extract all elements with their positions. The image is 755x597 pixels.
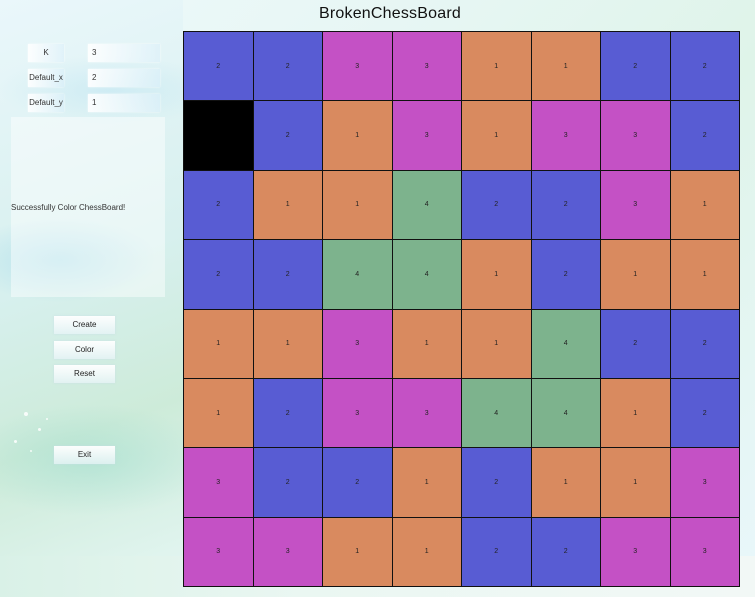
board-cell[interactable]: 4 [531,378,601,449]
decorative-dot [30,450,32,452]
decorative-dot [38,428,41,431]
board-cell[interactable]: 3 [184,448,254,518]
decorative-dot [14,440,17,443]
board-cell[interactable]: 2 [462,448,532,518]
board-cell[interactable]: 1 [323,170,393,241]
board-cell[interactable]: 2 [670,378,740,449]
board-cell[interactable]: 2 [253,101,323,171]
board-cell[interactable]: 1 [392,309,462,379]
board-cell[interactable]: 2 [601,309,671,379]
board-cell[interactable]: 3 [184,517,254,587]
board-cell[interactable]: 2 [670,309,740,379]
board-cell[interactable]: 1 [462,240,532,310]
k-input[interactable]: 3 [88,44,160,62]
board-cell[interactable]: 1 [253,309,323,379]
board-cell[interactable]: 3 [392,378,462,449]
board-cell[interactable]: 2 [253,240,323,310]
board-cell[interactable]: 4 [392,240,462,310]
board-cell[interactable]: 2 [184,240,254,310]
board-cell[interactable]: 3 [323,378,393,449]
board-cell[interactable]: 2 [531,240,601,310]
background-artwork [0,0,183,597]
board-cell[interactable]: 2 [531,170,601,241]
board-cell[interactable]: 3 [670,517,740,587]
board-cell[interactable]: 2 [184,32,254,102]
default-x-label: Default_x [28,69,64,87]
board-cell[interactable]: 3 [601,170,671,241]
board-cell[interactable]: 2 [253,32,323,102]
board-cell[interactable]: 1 [462,309,532,379]
default-y-input[interactable]: 1 [88,94,160,112]
board-cell[interactable]: 2 [462,517,532,587]
decorative-dot [46,418,48,420]
board-cell[interactable]: 2 [184,170,254,241]
board-cell[interactable]: 3 [323,309,393,379]
board-cell[interactable]: 4 [323,240,393,310]
board-cell[interactable]: 3 [392,32,462,102]
create-button[interactable]: Create [54,316,115,334]
board-cell[interactable]: 1 [462,32,532,102]
board-cell[interactable]: 1 [531,32,601,102]
board-cell[interactable]: 2 [323,448,393,518]
board-cell[interactable]: 1 [601,448,671,518]
color-button[interactable]: Color [54,341,115,359]
board-cell[interactable]: 3 [253,517,323,587]
board-cell[interactable]: 3 [601,517,671,587]
decorative-dot [24,412,28,416]
board-cell[interactable]: 3 [531,101,601,171]
board-cell[interactable]: 2 [462,170,532,241]
exit-button[interactable]: Exit [54,446,115,464]
board-cell[interactable]: 2 [253,448,323,518]
board-cell[interactable]: 1 [184,378,254,449]
board-cell[interactable]: 4 [462,378,532,449]
status-message: Successfully Color ChessBoard! [11,202,126,212]
board-cell[interactable]: 2 [253,378,323,449]
board-cell[interactable]: 1 [323,517,393,587]
board-cell[interactable]: 2 [531,517,601,587]
board-cell[interactable]: 1 [601,240,671,310]
board-cell[interactable]: 1 [253,170,323,241]
board-cell[interactable]: 1 [184,309,254,379]
status-output-box: Successfully Color ChessBoard! [11,117,165,297]
default-y-label: Default_y [28,94,64,112]
board-cell[interactable]: 1 [462,101,532,171]
default-x-input[interactable]: 2 [88,69,160,87]
board-cell[interactable]: 1 [392,448,462,518]
board-cell[interactable]: 3 [670,448,740,518]
board-cell[interactable]: 1 [601,378,671,449]
board-cell[interactable]: 1 [531,448,601,518]
k-label: K [28,44,64,62]
board-cell[interactable]: 1 [670,170,740,241]
board-cell-broken[interactable] [184,101,254,171]
reset-button[interactable]: Reset [54,365,115,383]
board-cell[interactable]: 3 [323,32,393,102]
board-cell[interactable]: 2 [670,101,740,171]
board-cell[interactable]: 3 [392,101,462,171]
board-cell[interactable]: 1 [670,240,740,310]
board-cell[interactable]: 4 [392,170,462,241]
board-cell[interactable]: 4 [531,309,601,379]
page-title: BrokenChessBoard [319,5,461,22]
board-cell[interactable]: 2 [670,32,740,102]
board-cell[interactable]: 1 [323,101,393,171]
board-cell[interactable]: 1 [392,517,462,587]
board-cell[interactable]: 2 [601,32,671,102]
board-cell[interactable]: 3 [601,101,671,171]
